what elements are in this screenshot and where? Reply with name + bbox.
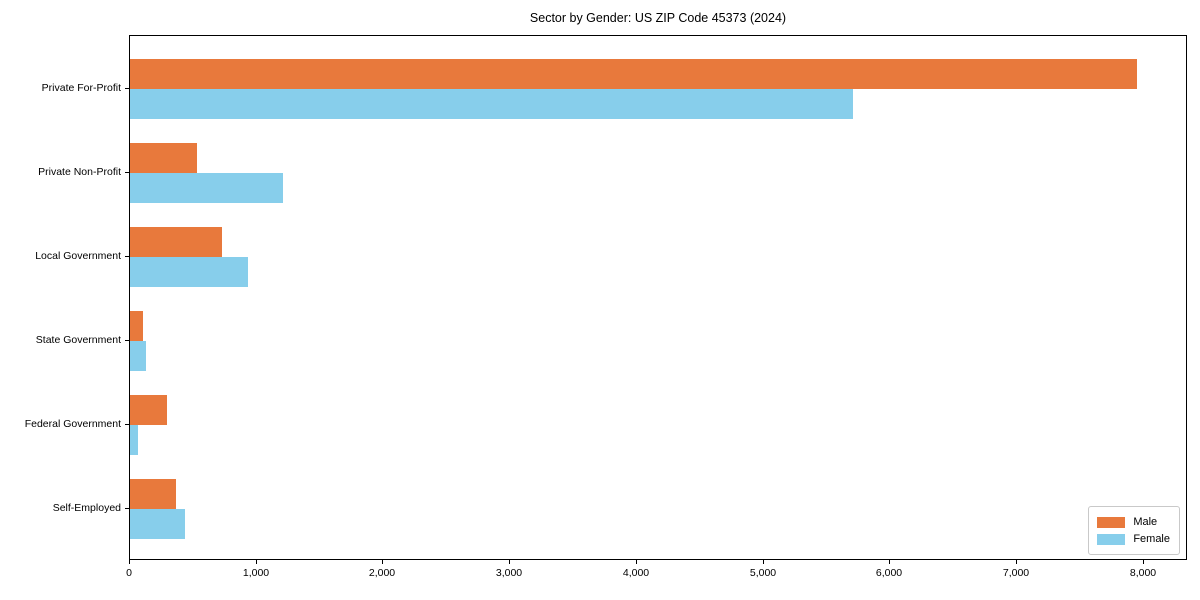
x-axis-tick-label: 1,000: [242, 567, 270, 579]
y-axis-category-label: Local Government: [35, 250, 121, 262]
x-tick-mark: [763, 560, 764, 564]
female-bar: [130, 89, 853, 119]
y-axis-category-label: Private For-Profit: [41, 82, 121, 94]
x-axis-tick-label: 7,000: [1002, 567, 1030, 579]
x-tick-mark: [382, 560, 383, 564]
x-tick-mark: [636, 560, 637, 564]
male-bar: [130, 395, 167, 425]
y-tick-mark: [125, 88, 129, 89]
y-axis-category-label: Private Non-Profit: [38, 166, 121, 178]
x-axis-tick-label: 8,000: [1129, 567, 1157, 579]
female-bar: [130, 341, 146, 371]
x-tick-mark: [509, 560, 510, 564]
x-tick-mark: [1143, 560, 1144, 564]
male-bar: [130, 227, 222, 257]
y-tick-mark: [125, 172, 129, 173]
male-bar: [130, 311, 143, 341]
x-axis-tick-label: 5,000: [749, 567, 777, 579]
y-axis-category-label: State Government: [35, 334, 121, 346]
legend-label-female: Female: [1133, 533, 1170, 545]
chart-title: Sector by Gender: US ZIP Code 45373 (202…: [529, 11, 787, 25]
y-axis-category-label: Self-Employed: [52, 502, 121, 514]
x-tick-mark: [889, 560, 890, 564]
male-bar: [130, 59, 1137, 89]
x-tick-mark: [1016, 560, 1017, 564]
y-tick-mark: [125, 256, 129, 257]
legend-label-male: Male: [1133, 516, 1158, 528]
y-tick-mark: [125, 508, 129, 509]
female-legend-swatch: [1097, 533, 1126, 545]
legend-entry-male: Male: [1097, 515, 1170, 529]
x-axis-tick-label: 2,000: [368, 567, 396, 579]
legend-entry-female: Female: [1097, 532, 1170, 546]
x-axis-tick-label: 0: [126, 567, 132, 579]
plot-area: Male Female: [129, 35, 1187, 560]
y-tick-mark: [125, 340, 129, 341]
female-bar: [130, 425, 138, 455]
female-bar: [130, 257, 248, 287]
female-bar: [130, 173, 283, 203]
female-bar: [130, 509, 185, 539]
x-axis-tick-label: 3,000: [495, 567, 523, 579]
x-axis-tick-label: 4,000: [622, 567, 650, 579]
x-axis-tick-label: 6,000: [875, 567, 903, 579]
male-bar: [130, 143, 197, 173]
legend: Male Female: [1088, 506, 1180, 555]
y-axis-category-label: Federal Government: [24, 418, 121, 430]
male-bar: [130, 479, 176, 509]
x-tick-mark: [129, 560, 130, 564]
x-tick-mark: [256, 560, 257, 564]
y-tick-mark: [125, 424, 129, 425]
male-legend-swatch: [1097, 516, 1126, 528]
